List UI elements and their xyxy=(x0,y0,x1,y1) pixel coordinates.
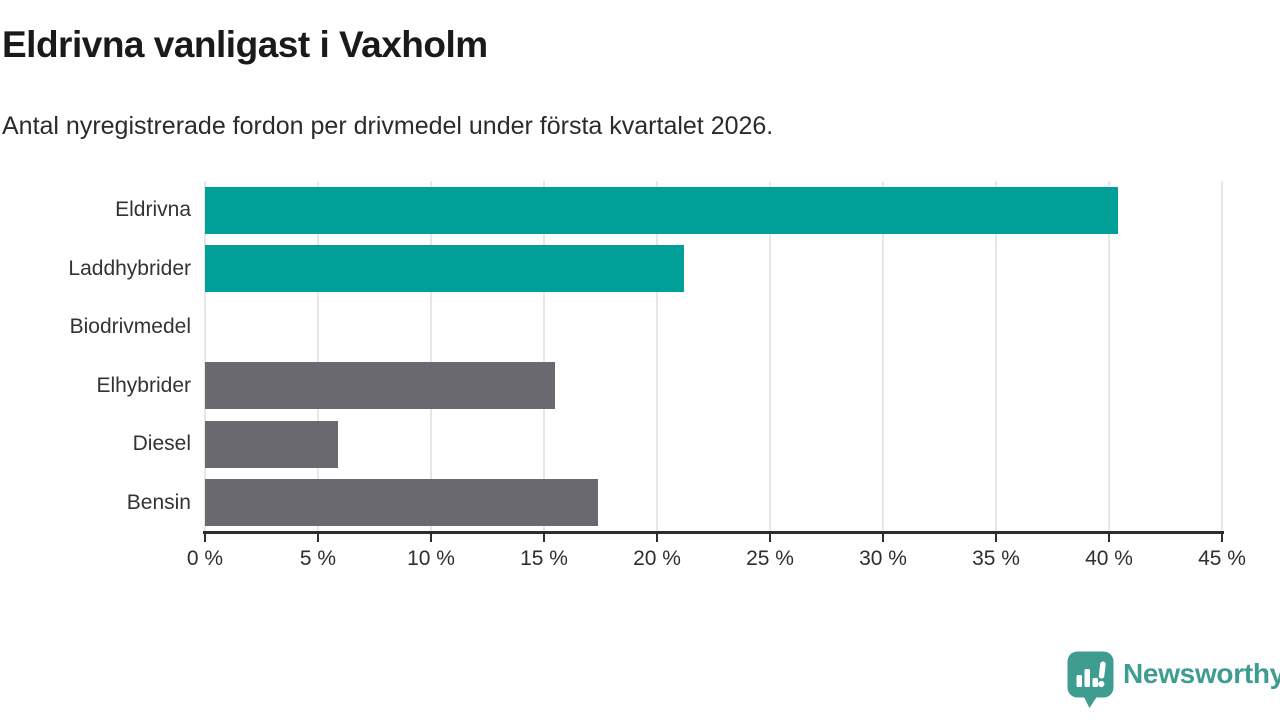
gridline xyxy=(542,181,545,532)
gridline xyxy=(655,181,658,532)
x-tick-mark xyxy=(429,534,432,542)
category-label: Eldrivna xyxy=(115,198,191,222)
category-label: Elhybrider xyxy=(96,373,191,397)
gridline xyxy=(429,181,432,532)
category-label: Diesel xyxy=(132,432,191,456)
category-labels: Eldrivna Laddhybrider Biodrivmedel Elhybrid… xyxy=(0,181,191,532)
bar xyxy=(205,245,685,293)
chart-subtitle: Antal nyregistrerade fordon per drivmede… xyxy=(2,112,774,140)
bar-row xyxy=(205,420,1222,468)
x-tick-mark xyxy=(655,534,658,542)
bar-row xyxy=(205,362,1222,410)
category-label: Laddhybrider xyxy=(68,256,191,280)
bar xyxy=(205,420,339,468)
x-tick-mark xyxy=(316,534,319,542)
x-tick-mark xyxy=(1107,534,1110,542)
x-tick-label: 30 % xyxy=(859,547,907,570)
x-tick-label: 15 % xyxy=(520,547,568,570)
brand-footer: Newsworthy xyxy=(1067,651,1280,709)
category-label: Biodrivmedel xyxy=(69,315,191,339)
bar-row xyxy=(205,186,1222,234)
gridline xyxy=(316,181,319,532)
gridline xyxy=(204,181,206,532)
bar xyxy=(205,186,1119,234)
x-axis: 0 % 5 % 10 % 15 % 20 % 25 % 30 % 35 % 40 % 45 % xyxy=(187,531,1246,593)
x-tick-label: 35 % xyxy=(972,547,1020,570)
plot-area xyxy=(204,181,1223,532)
x-tick-mark xyxy=(1221,534,1223,542)
x-tick-label: 10 % xyxy=(407,547,455,570)
x-tick-label: 25 % xyxy=(746,547,794,570)
x-tick-label: 40 % xyxy=(1085,547,1133,570)
brand-name: Newsworthy xyxy=(1123,658,1280,689)
x-tick-mark xyxy=(769,534,771,542)
x-tick-mark xyxy=(881,534,884,542)
gridline xyxy=(1107,181,1110,532)
x-tick-mark xyxy=(542,534,545,542)
x-tick-label: 5 % xyxy=(299,547,337,570)
x-tick-mark xyxy=(995,534,997,542)
gridline xyxy=(769,181,771,532)
x-tick-label: 0 % xyxy=(186,547,224,570)
gridline xyxy=(1221,181,1223,532)
x-tick-label: 45 % xyxy=(1198,547,1246,570)
bar-row xyxy=(205,479,1222,527)
chart-title: Eldrivna vanligast i Vaxholm xyxy=(2,24,488,65)
x-tick-mark xyxy=(204,534,206,542)
x-tick-label: 20 % xyxy=(633,547,681,570)
newsworthy-logo-icon xyxy=(1067,651,1114,708)
bar xyxy=(205,362,556,410)
bar xyxy=(205,479,599,527)
gridline xyxy=(881,181,884,532)
category-label: Bensin xyxy=(126,490,191,514)
x-axis-line xyxy=(203,531,1224,534)
bar-row xyxy=(205,304,1222,351)
bar-row xyxy=(205,245,1222,293)
gridline xyxy=(995,181,997,532)
